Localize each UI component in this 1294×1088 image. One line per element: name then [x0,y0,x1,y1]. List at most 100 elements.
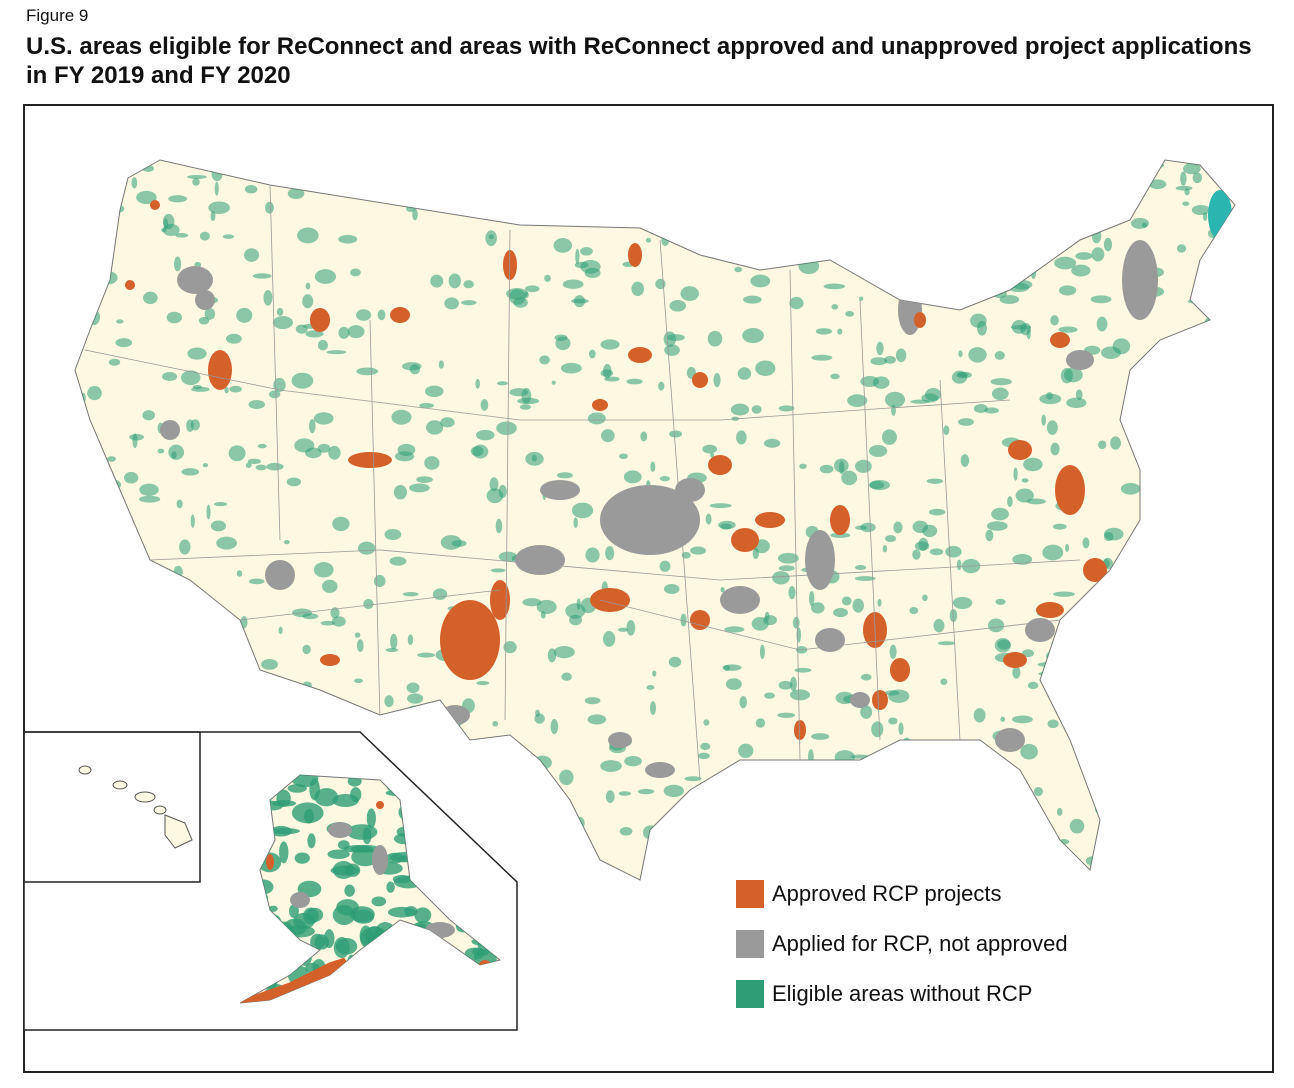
eligible-area [920,244,934,259]
eligible-area [966,846,979,853]
eligible-area [707,330,723,347]
eligible-area [436,174,442,182]
rcp-approved [914,312,926,328]
eligible-area [75,245,78,250]
eligible-area [351,847,379,867]
eligible-area [1146,742,1153,753]
eligible-area [85,686,108,693]
eligible-area [646,684,655,690]
eligible-area [248,399,266,410]
eligible-area [1137,178,1148,189]
rcp-approved [590,588,630,612]
eligible-area [985,529,994,542]
eligible-area [338,234,358,244]
eligible-area [1110,436,1121,450]
eligible-area [977,320,987,336]
eligible-area [813,836,831,849]
eligible-area [555,336,571,351]
eligible-area [623,172,639,182]
eligible-area [680,286,699,302]
eligible-area [973,751,982,762]
eligible-area [1188,737,1205,749]
eligible-area [553,646,575,659]
eligible-area [522,598,542,607]
eligible-area [371,896,387,907]
eligible-area [496,381,508,386]
eligible-area [881,429,897,445]
eligible-area [1194,495,1201,506]
eligible-area [1039,393,1062,405]
hawaii [78,765,193,849]
eligible-area [892,830,902,836]
eligible-area [875,205,890,212]
map-frame [23,104,1274,1073]
rcp-approved [1008,440,1032,460]
eligible-area [377,309,386,321]
eligible-area [307,833,316,849]
eligible-area [624,755,642,767]
eligible-area [744,199,756,208]
eligible-area [518,805,537,817]
eligible-area [889,644,897,659]
eligible-area [389,556,407,566]
eligible-area [764,692,775,699]
eligible-area [1007,282,1030,293]
eligible-area [1199,257,1213,270]
eligible-area [472,444,489,459]
eligible-area [1037,662,1058,667]
eligible-area [833,607,848,618]
eligible-area [716,786,725,793]
eligible-area [357,541,376,555]
eligible-area [436,785,461,800]
eligible-area [222,234,235,239]
eligible-area [1075,389,1083,401]
eligible-area [806,160,821,166]
eligible-area [928,508,946,516]
eligible-area [877,811,885,818]
eligible-area [789,296,804,310]
eligible-area [603,220,609,228]
rcp-applied [195,290,215,310]
eligible-area [837,328,843,335]
eligible-area [1103,638,1120,653]
eligible-area [1168,689,1183,701]
eligible-area [752,547,759,560]
eligible-area [1091,228,1102,244]
eligible-area [813,824,818,840]
eligible-area [373,574,386,588]
rcp-approved [266,854,274,870]
rcp-approved [125,280,135,290]
eligible-area [347,325,365,339]
eligible-area [1182,201,1190,206]
eligible-area [1180,171,1187,186]
eligible-area [855,525,868,530]
eligible-area [1075,252,1093,260]
eligible-area [808,591,815,607]
eligible-area [968,149,989,153]
eligible-area [1015,488,1034,503]
eligible-area [893,822,907,834]
eligible-area [1012,553,1033,565]
eligible-area [133,694,155,707]
eligible-area [236,307,253,323]
eligible-area [647,180,661,190]
eligible-area [778,565,795,572]
eligible-area [84,559,89,570]
eligible-area [640,431,648,442]
eligible-area [303,907,319,925]
eligible-area [377,728,387,737]
eligible-area [710,452,715,458]
eligible-area [638,210,652,217]
eligible-area [1103,237,1113,252]
eligible-area [102,564,118,571]
eligible-area [958,350,963,358]
eligible-area [294,852,310,864]
eligible-area [1224,772,1229,784]
eligible-area [793,160,813,168]
eligible-area [418,775,440,782]
eligible-area [600,760,622,772]
rcp-approved [708,455,732,475]
eligible-area [1147,882,1162,887]
eligible-area [1071,264,1091,277]
eligible-area [975,794,981,799]
